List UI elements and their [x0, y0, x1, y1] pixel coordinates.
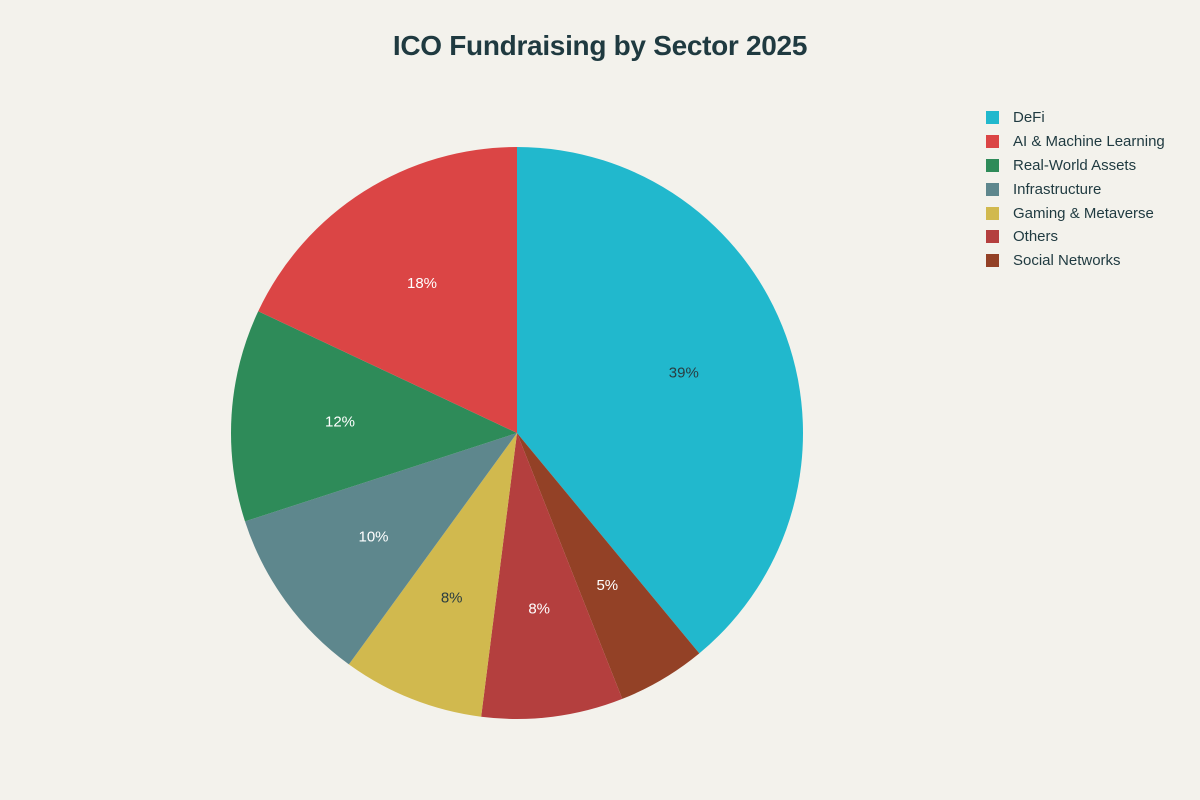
legend-swatch-icon	[986, 135, 999, 149]
legend-label: Social Networks	[1013, 252, 1121, 270]
legend-swatch-icon	[986, 158, 999, 172]
pie-slice-gaming-and-metaverse[interactable]	[348, 433, 517, 717]
slice-label-defi: 39%	[669, 364, 699, 381]
legend-swatch-icon	[986, 206, 999, 220]
slice-label-real-world-assets: 12%	[325, 413, 355, 430]
legend: DeFi AI & Machine Learning Real-World Asse…	[986, 106, 1165, 273]
slice-label-ai-and-machine-learning: 18%	[407, 275, 437, 292]
slice-label-gaming-and-metaverse: 8%	[441, 589, 463, 606]
pie-slice-ai-and-machine-learning[interactable]	[258, 147, 517, 433]
legend-swatch-icon	[986, 111, 999, 125]
legend-item-infrastructure[interactable]: Infrastructure	[986, 177, 1165, 201]
pie-slice-real-world-assets[interactable]	[231, 311, 517, 522]
legend-item-defi[interactable]: DeFi	[986, 106, 1165, 130]
legend-item-ai-and-machine-learning[interactable]: AI & Machine Learning	[986, 130, 1165, 154]
pie-slice-social-networks[interactable]	[517, 433, 700, 699]
chart-title: ICO Fundraising by Sector 2025	[392, 30, 808, 61]
legend-label: Others	[1013, 228, 1059, 246]
slice-label-others: 8%	[528, 600, 550, 617]
legend-item-real-world-assets[interactable]: Real-World Assets	[986, 154, 1165, 178]
slice-label-infrastructure: 10%	[358, 529, 388, 546]
legend-swatch-icon	[986, 230, 999, 244]
legend-label: AI & Machine Learning	[1013, 133, 1165, 151]
legend-item-gaming-and-metaverse[interactable]: Gaming & Metaverse	[986, 201, 1165, 225]
legend-label: DeFi	[1013, 109, 1045, 127]
legend-label: Real-World Assets	[1013, 156, 1137, 174]
legend-label: Gaming & Metaverse	[1013, 204, 1154, 222]
legend-swatch-icon	[986, 182, 999, 196]
legend-swatch-icon	[986, 254, 999, 268]
legend-item-social-networks[interactable]: Social Networks	[986, 249, 1165, 273]
pie-slice-infrastructure[interactable]	[245, 433, 517, 665]
pie-slice-defi[interactable]	[517, 147, 804, 654]
pie-slice-others[interactable]	[481, 433, 623, 719]
slice-label-social-networks: 5%	[596, 577, 618, 594]
legend-label: Infrastructure	[1013, 180, 1102, 198]
legend-item-others[interactable]: Others	[986, 225, 1165, 249]
